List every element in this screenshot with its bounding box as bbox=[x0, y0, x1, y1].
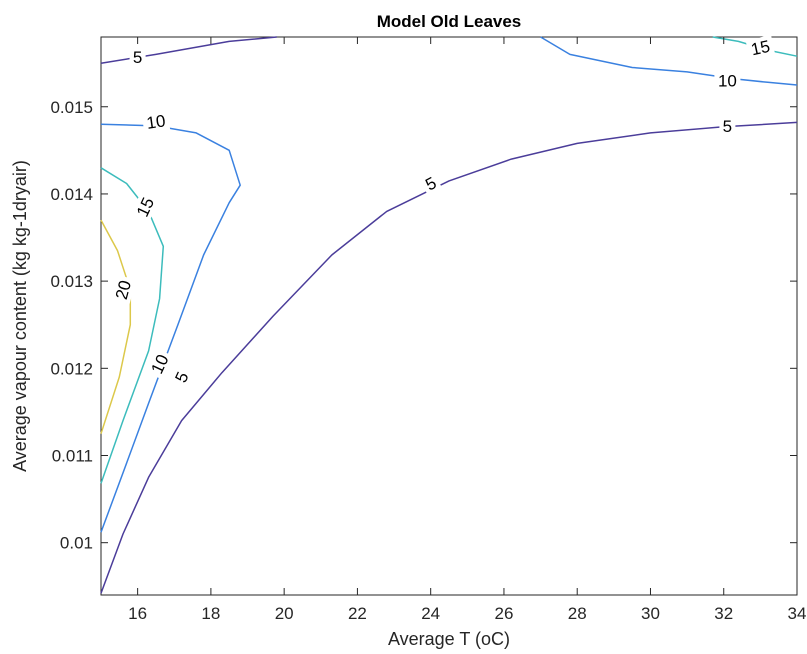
x-tick-label: 22 bbox=[348, 604, 367, 623]
contour-line-20 bbox=[100, 219, 132, 434]
contour-label-background bbox=[169, 365, 195, 389]
contour-line-10 bbox=[540, 36, 798, 86]
chart-title: Model Old Leaves bbox=[377, 12, 522, 31]
x-tick-label: 18 bbox=[201, 604, 220, 623]
contour-label-text: 10 bbox=[145, 111, 166, 132]
contour-label-text: 15 bbox=[749, 37, 771, 60]
x-tick-label: 32 bbox=[714, 604, 733, 623]
contour-label-text: 5 bbox=[723, 117, 732, 136]
contour-label-text: 5 bbox=[133, 48, 142, 67]
contour-label-text: 10 bbox=[718, 72, 737, 91]
x-tick-label: 34 bbox=[788, 604, 807, 623]
x-tick-label: 20 bbox=[275, 604, 294, 623]
x-axis-label: Average T (oC) bbox=[388, 629, 510, 649]
contour-label-5: 5 bbox=[169, 365, 195, 389]
contour-label-background bbox=[745, 35, 776, 60]
contour-label-5: 5 bbox=[129, 47, 146, 68]
y-tick-label: 0.011 bbox=[52, 447, 93, 466]
contour-label-5: 5 bbox=[719, 115, 736, 136]
y-tick-label: 0.014 bbox=[50, 185, 93, 204]
y-tick-label: 0.012 bbox=[50, 359, 93, 378]
x-tick-label: 30 bbox=[641, 604, 660, 623]
contour-label-5: 5 bbox=[418, 170, 443, 197]
y-tick-label: 0.015 bbox=[50, 98, 93, 117]
contour-label-background bbox=[418, 170, 443, 197]
contour-line-5 bbox=[100, 121, 798, 594]
y-tick-label: 0.01 bbox=[60, 534, 93, 553]
contour-label-background bbox=[109, 274, 137, 305]
x-axis: 16 18 20 22 24 26 28 30 32 34 bbox=[128, 37, 806, 623]
y-axis-label: Average vapour content (kg kg-1dryair) bbox=[10, 160, 30, 472]
y-axis: 0.01 0.011 0.012 0.013 0.014 0.015 bbox=[50, 98, 797, 553]
contour-label-background bbox=[141, 109, 171, 134]
x-tick-label: 24 bbox=[421, 604, 440, 623]
contour-label-text: 20 bbox=[112, 278, 135, 301]
x-tick-label: 26 bbox=[494, 604, 513, 623]
contour-label-background bbox=[130, 190, 160, 224]
contour-line-10 bbox=[100, 123, 241, 533]
contour-label-background bbox=[714, 70, 741, 91]
contour-label-10: 10 bbox=[141, 109, 171, 134]
contour-label-15: 15 bbox=[745, 35, 776, 60]
contour-label-background bbox=[129, 47, 146, 68]
y-tick-label: 0.013 bbox=[50, 272, 93, 291]
contour-label-background bbox=[145, 347, 175, 381]
x-tick-label: 16 bbox=[128, 604, 147, 623]
contour-line-5 bbox=[100, 36, 277, 64]
contour-label-background bbox=[719, 115, 736, 136]
plot-area bbox=[100, 36, 798, 596]
contour-line-15 bbox=[100, 167, 165, 484]
contour-label-20: 20 bbox=[109, 274, 137, 305]
x-tick-label: 28 bbox=[568, 604, 587, 623]
contour-label-10: 10 bbox=[714, 70, 741, 91]
